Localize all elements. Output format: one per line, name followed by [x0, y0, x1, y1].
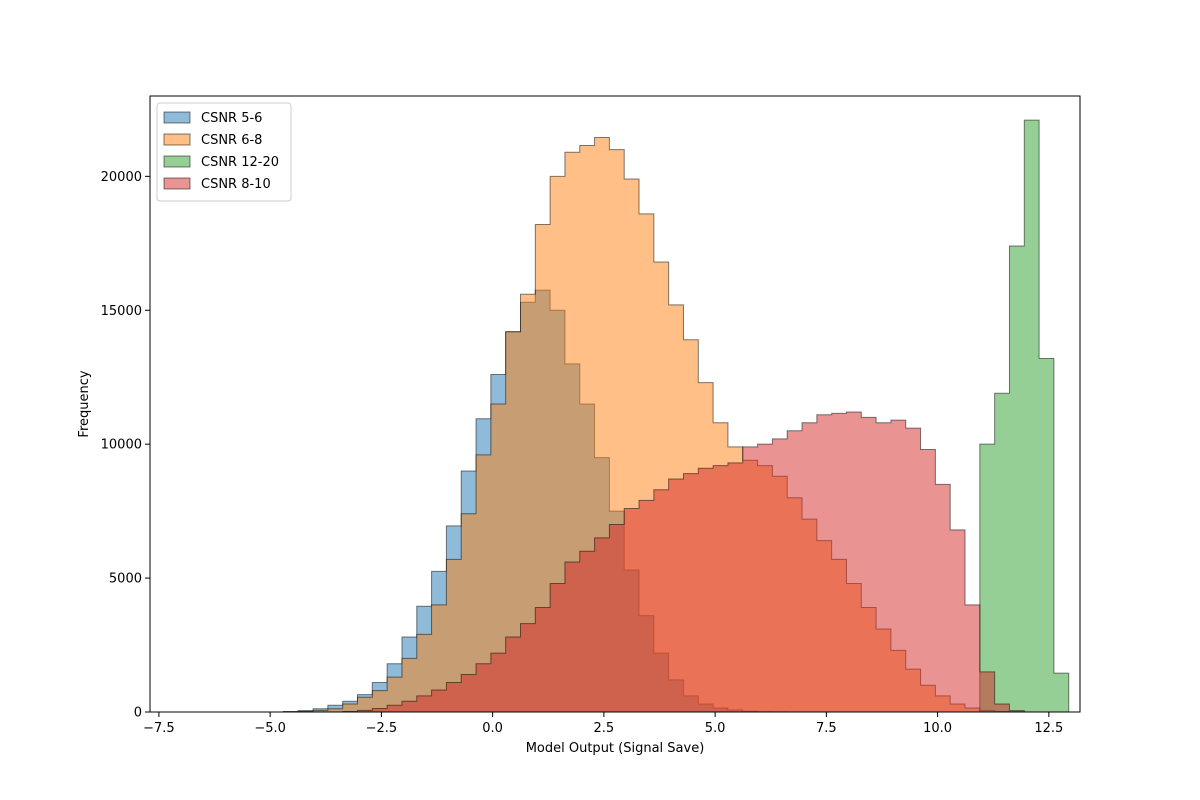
legend-label: CSNR 8-10	[201, 177, 271, 192]
x-tick-label: 12.5	[1034, 721, 1063, 736]
y-tick-label: 0	[134, 706, 142, 721]
y-tick-label: 5000	[109, 572, 142, 587]
x-axis-label: Model Output (Signal Save)	[526, 741, 705, 756]
legend-swatch	[163, 155, 191, 168]
x-tick-label: 2.5	[594, 721, 615, 736]
x-tick-label: 10.0	[923, 721, 952, 736]
histogram-bars	[194, 411, 1069, 713]
y-axis: 0 5000 10000 15000 20000	[101, 170, 150, 721]
y-tick-label: 20000	[101, 170, 142, 185]
legend-label: CSNR 5-6	[201, 111, 262, 126]
x-tick-label: −5.0	[254, 721, 286, 736]
x-tick-label: 5.0	[705, 721, 726, 736]
x-tick-label: 0.0	[482, 721, 503, 736]
legend-frame	[156, 102, 292, 202]
axes-frame	[149, 95, 1081, 713]
legend-item: CSNR 5-6	[163, 111, 262, 126]
legend-swatch	[163, 177, 191, 190]
legend-label: CSNR 12-20	[201, 155, 279, 170]
x-tick-label: −2.5	[366, 721, 398, 736]
legend: CSNR 5-6 CSNR 6-8 CSNR 12-20 CSNR 8-10	[156, 102, 292, 202]
x-tick-label: −7.5	[143, 721, 175, 736]
y-tick-label: 10000	[101, 438, 142, 453]
x-tick-label: 7.5	[816, 721, 837, 736]
x-axis: −7.5 −5.0 −2.5 0.0 2.5 5.0 7.5 10.0 12.5	[143, 712, 1063, 736]
y-tick-label: 15000	[101, 304, 142, 319]
legend-swatch	[163, 133, 191, 146]
legend-item: CSNR 6-8	[163, 133, 262, 148]
legend-swatch	[163, 111, 191, 124]
legend-item: CSNR 12-20	[163, 155, 279, 170]
histogram-series	[194, 411, 1069, 713]
legend-item: CSNR 8-10	[163, 177, 271, 192]
legend-label: CSNR 6-8	[201, 133, 262, 148]
y-axis-label: Frequency	[77, 370, 92, 437]
